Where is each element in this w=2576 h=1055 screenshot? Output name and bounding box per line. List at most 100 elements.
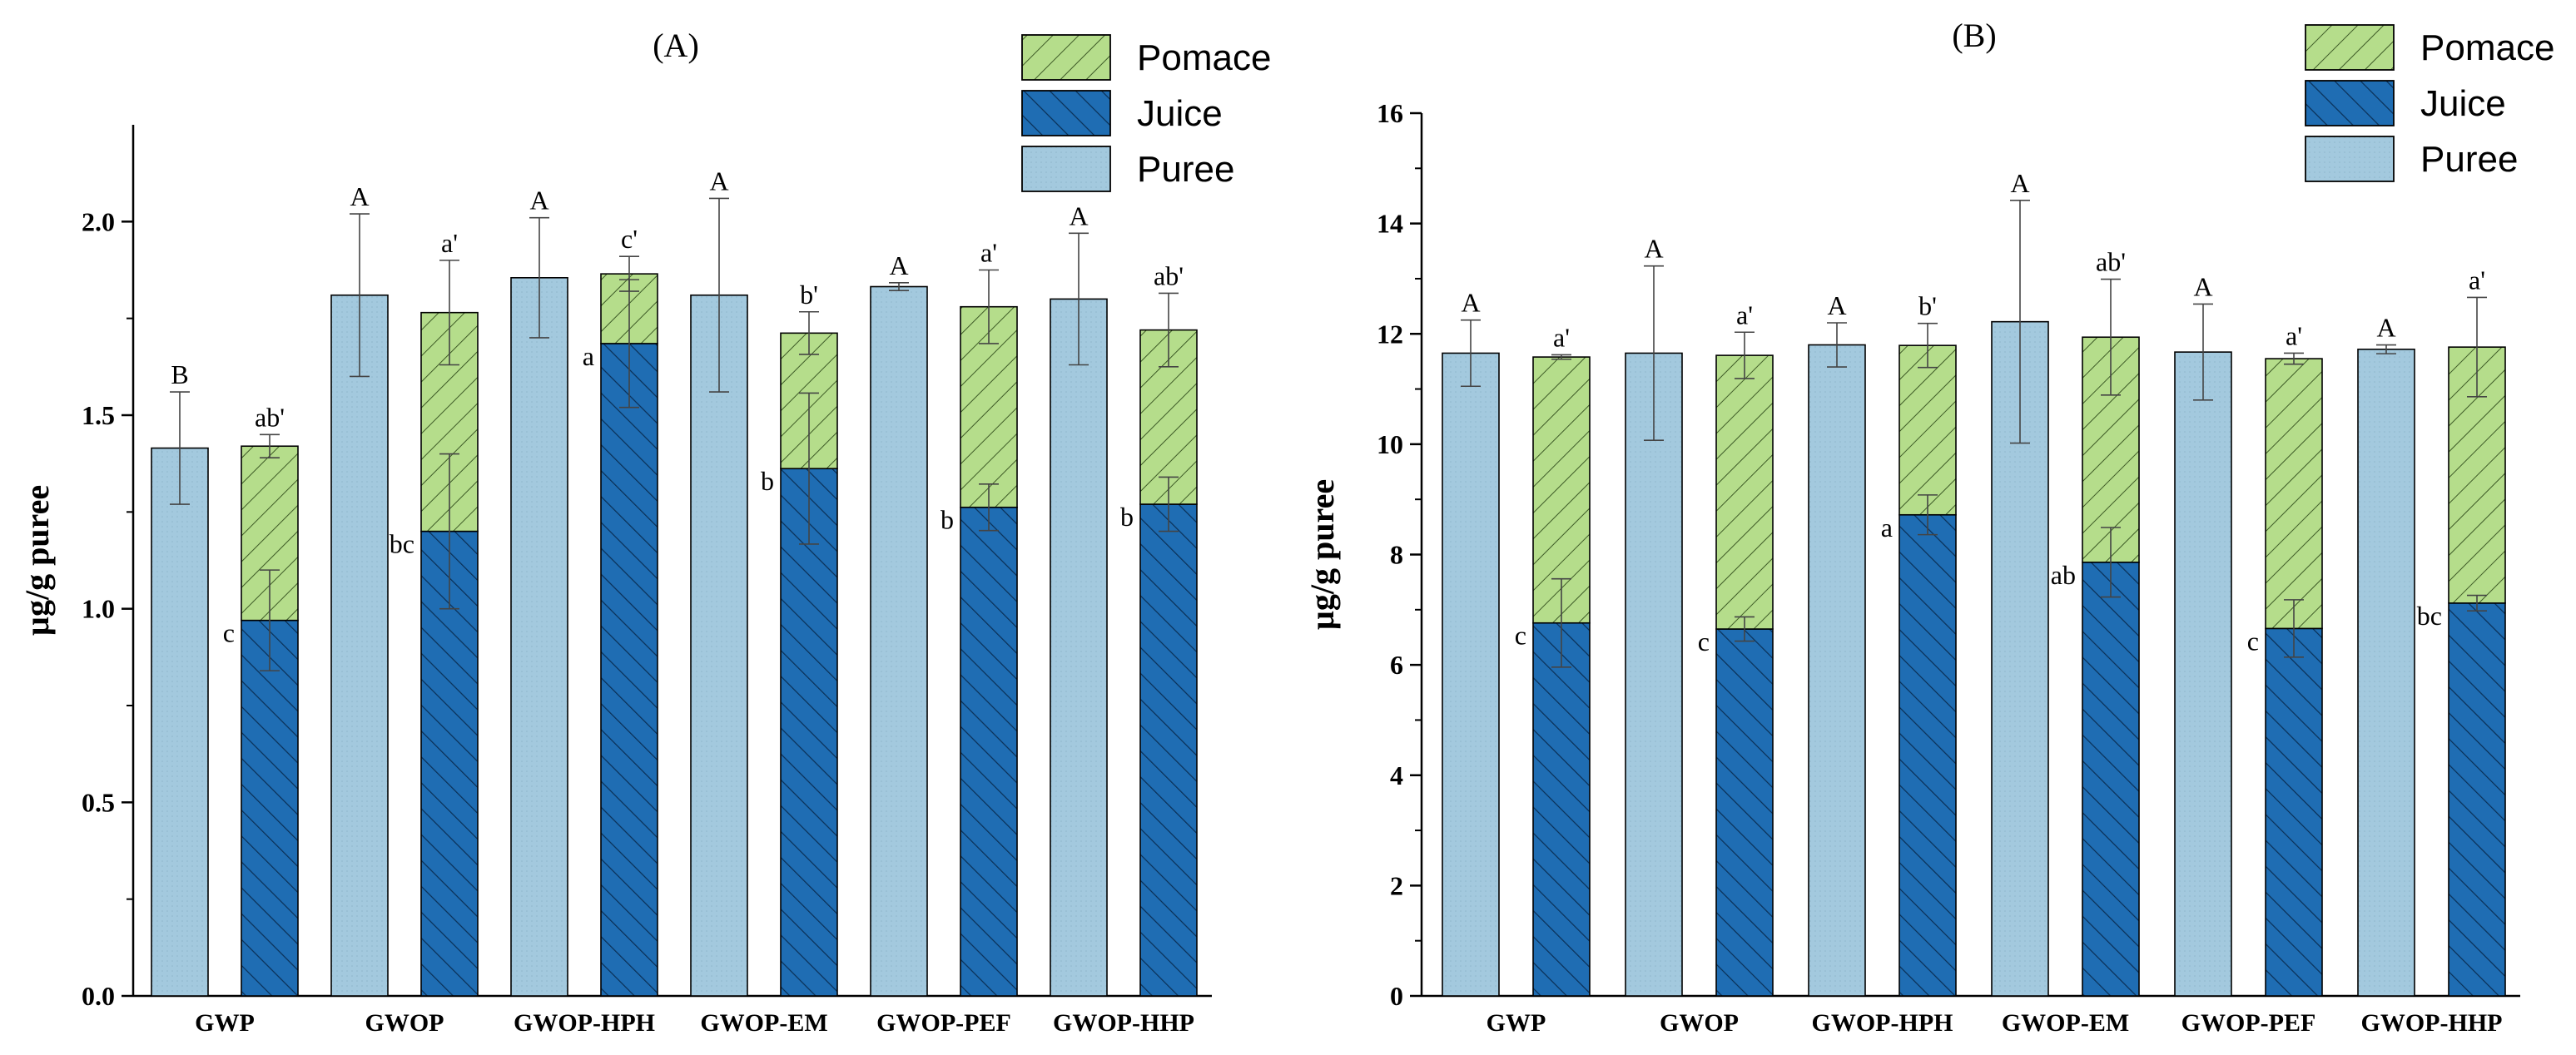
sig-label-puree: A — [1644, 234, 1663, 264]
y-tick-label: 6 — [1390, 650, 1403, 680]
bar-juice — [1715, 628, 1774, 997]
sig-label-puree: A — [2193, 271, 2212, 301]
panel-title: (A) — [653, 27, 699, 64]
y-tick-label: 2.0 — [82, 206, 115, 236]
sig-label-puree: A — [1827, 290, 1846, 320]
bar-juice — [780, 468, 838, 997]
x-tick-label: GWOP-EM — [700, 1009, 827, 1037]
x-tick-label: GWOP-EM — [2002, 1009, 2129, 1037]
sig-label-juice: a — [583, 341, 594, 371]
chart-panel-a: (A)µg/g puree0.00.51.01.52.0Bcab'GWPAbca… — [18, 27, 1271, 1037]
x-tick-label: GWOP-HPH — [1812, 1009, 1953, 1037]
sig-label-juice: a — [1881, 513, 1893, 542]
bar-puree — [1808, 344, 1866, 997]
x-tick-label: GWOP — [1660, 1009, 1739, 1037]
y-tick-label: 2 — [1390, 870, 1403, 900]
bar-puree — [1625, 352, 1683, 997]
bar-puree — [1050, 298, 1108, 997]
sig-label-juice: c — [2247, 626, 2259, 656]
sig-label-pomace: a' — [980, 238, 997, 268]
sig-label-pomace: a' — [2469, 265, 2485, 295]
sig-label-puree: A — [2376, 313, 2395, 343]
bar-puree — [510, 277, 568, 997]
sig-label-pomace: ab' — [255, 402, 285, 432]
sig-label-juice: b — [941, 505, 954, 535]
bar-puree — [2357, 349, 2415, 997]
x-tick-label: GWOP-HHP — [2361, 1009, 2503, 1037]
legend-label-juice: Juice — [1137, 93, 1223, 134]
x-tick-label: GWP — [1487, 1009, 1546, 1037]
sig-label-juice: c — [1698, 627, 1710, 656]
sig-label-pomace: a' — [1553, 322, 1570, 352]
sig-label-juice: bc — [390, 529, 414, 559]
x-tick-label: GWOP-HPH — [514, 1009, 655, 1037]
y-tick-label: 8 — [1390, 540, 1403, 570]
y-tick-label: 0 — [1390, 981, 1403, 1011]
legend-label-juice: Juice — [2420, 83, 2506, 124]
sig-label-pomace: ab' — [2096, 247, 2126, 277]
legend-label-puree: Puree — [2420, 139, 2518, 180]
bar-juice — [2082, 561, 2140, 997]
sig-label-pomace: c' — [621, 224, 638, 254]
sig-label-juice: b — [1120, 502, 1134, 532]
sig-label-puree: A — [709, 166, 728, 196]
sig-label-pomace: a' — [1736, 300, 1753, 329]
x-tick-label: GWOP-HHP — [1053, 1009, 1194, 1037]
legend-label-pomace: Pomace — [1137, 37, 1271, 78]
legend: Pomace Juice Puree — [2305, 24, 2554, 182]
sig-label-puree: B — [171, 359, 188, 389]
bar-juice — [241, 619, 299, 997]
chart-panel-b: (B) µg/g puree 0 2 4 6 8 10 12 14 16 Ac a' GWP Ac a' GWO… — [1303, 17, 2554, 1037]
bar-pomace — [1715, 354, 1774, 630]
x-tick-label: GWOP-PEF — [876, 1009, 1011, 1037]
bar-pomace — [2265, 358, 2323, 630]
bar-juice — [2448, 602, 2506, 997]
panel-title: (B) — [1952, 17, 1996, 54]
sig-label-puree: A — [350, 181, 369, 211]
sig-label-juice: ab — [2051, 560, 2076, 590]
bar-puree — [1442, 352, 1500, 997]
x-tick-label: GWOP-PEF — [2181, 1009, 2316, 1037]
sig-label-pomace: b' — [1918, 291, 1937, 321]
y-tick-label: 14 — [1377, 209, 1403, 239]
bar-puree — [151, 447, 209, 997]
bar-juice — [600, 343, 658, 997]
y-tick-label: 16 — [1377, 98, 1403, 128]
bar-juice — [1898, 513, 1957, 997]
bar-puree — [2174, 351, 2232, 997]
sig-label-juice: c — [223, 618, 235, 648]
legend-swatch-pomace — [1021, 34, 1111, 81]
sig-label-pomace: a' — [2286, 320, 2302, 350]
legend-swatch-puree — [1021, 146, 1111, 192]
y-tick-label: 0.0 — [82, 981, 115, 1011]
y-tick-label: 4 — [1390, 760, 1403, 790]
sig-label-pomace: ab' — [1154, 260, 1184, 290]
y-axis-label: µg/g puree — [1303, 479, 1341, 630]
sig-label-pomace: a' — [441, 228, 458, 258]
sig-label-puree: A — [889, 250, 908, 280]
sig-label-puree: A — [1069, 201, 1088, 230]
sig-label-puree: A — [529, 186, 548, 215]
y-tick-label: 10 — [1377, 429, 1403, 459]
y-tick-label: 1.0 — [82, 594, 115, 624]
bar-puree — [330, 294, 389, 997]
sig-label-juice: b — [761, 466, 774, 496]
y-tick-label: 12 — [1377, 319, 1403, 349]
legend-label-pomace: Pomace — [2420, 27, 2554, 68]
sig-label-pomace: b' — [800, 280, 818, 310]
y-tick-label: 1.5 — [82, 400, 115, 430]
bar-puree — [870, 285, 928, 997]
sig-label-puree: A — [1461, 288, 1480, 318]
sig-label-juice: bc — [2417, 601, 2442, 631]
bar-pomace — [1898, 344, 1957, 516]
legend-swatch-pomace — [2305, 24, 2395, 71]
bar-juice — [960, 506, 1018, 997]
y-axis-label: µg/g puree — [18, 485, 56, 636]
bar-juice — [2265, 627, 2323, 997]
x-tick-label: GWP — [195, 1009, 255, 1037]
sig-label-puree: A — [2010, 168, 2029, 198]
y-tick-label: 0.5 — [82, 787, 115, 817]
legend-label-puree: Puree — [1137, 149, 1234, 190]
bar-juice — [1139, 503, 1198, 997]
